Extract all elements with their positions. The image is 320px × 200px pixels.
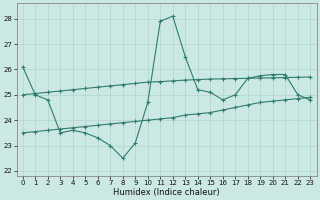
X-axis label: Humidex (Indice chaleur): Humidex (Indice chaleur) bbox=[113, 188, 220, 197]
